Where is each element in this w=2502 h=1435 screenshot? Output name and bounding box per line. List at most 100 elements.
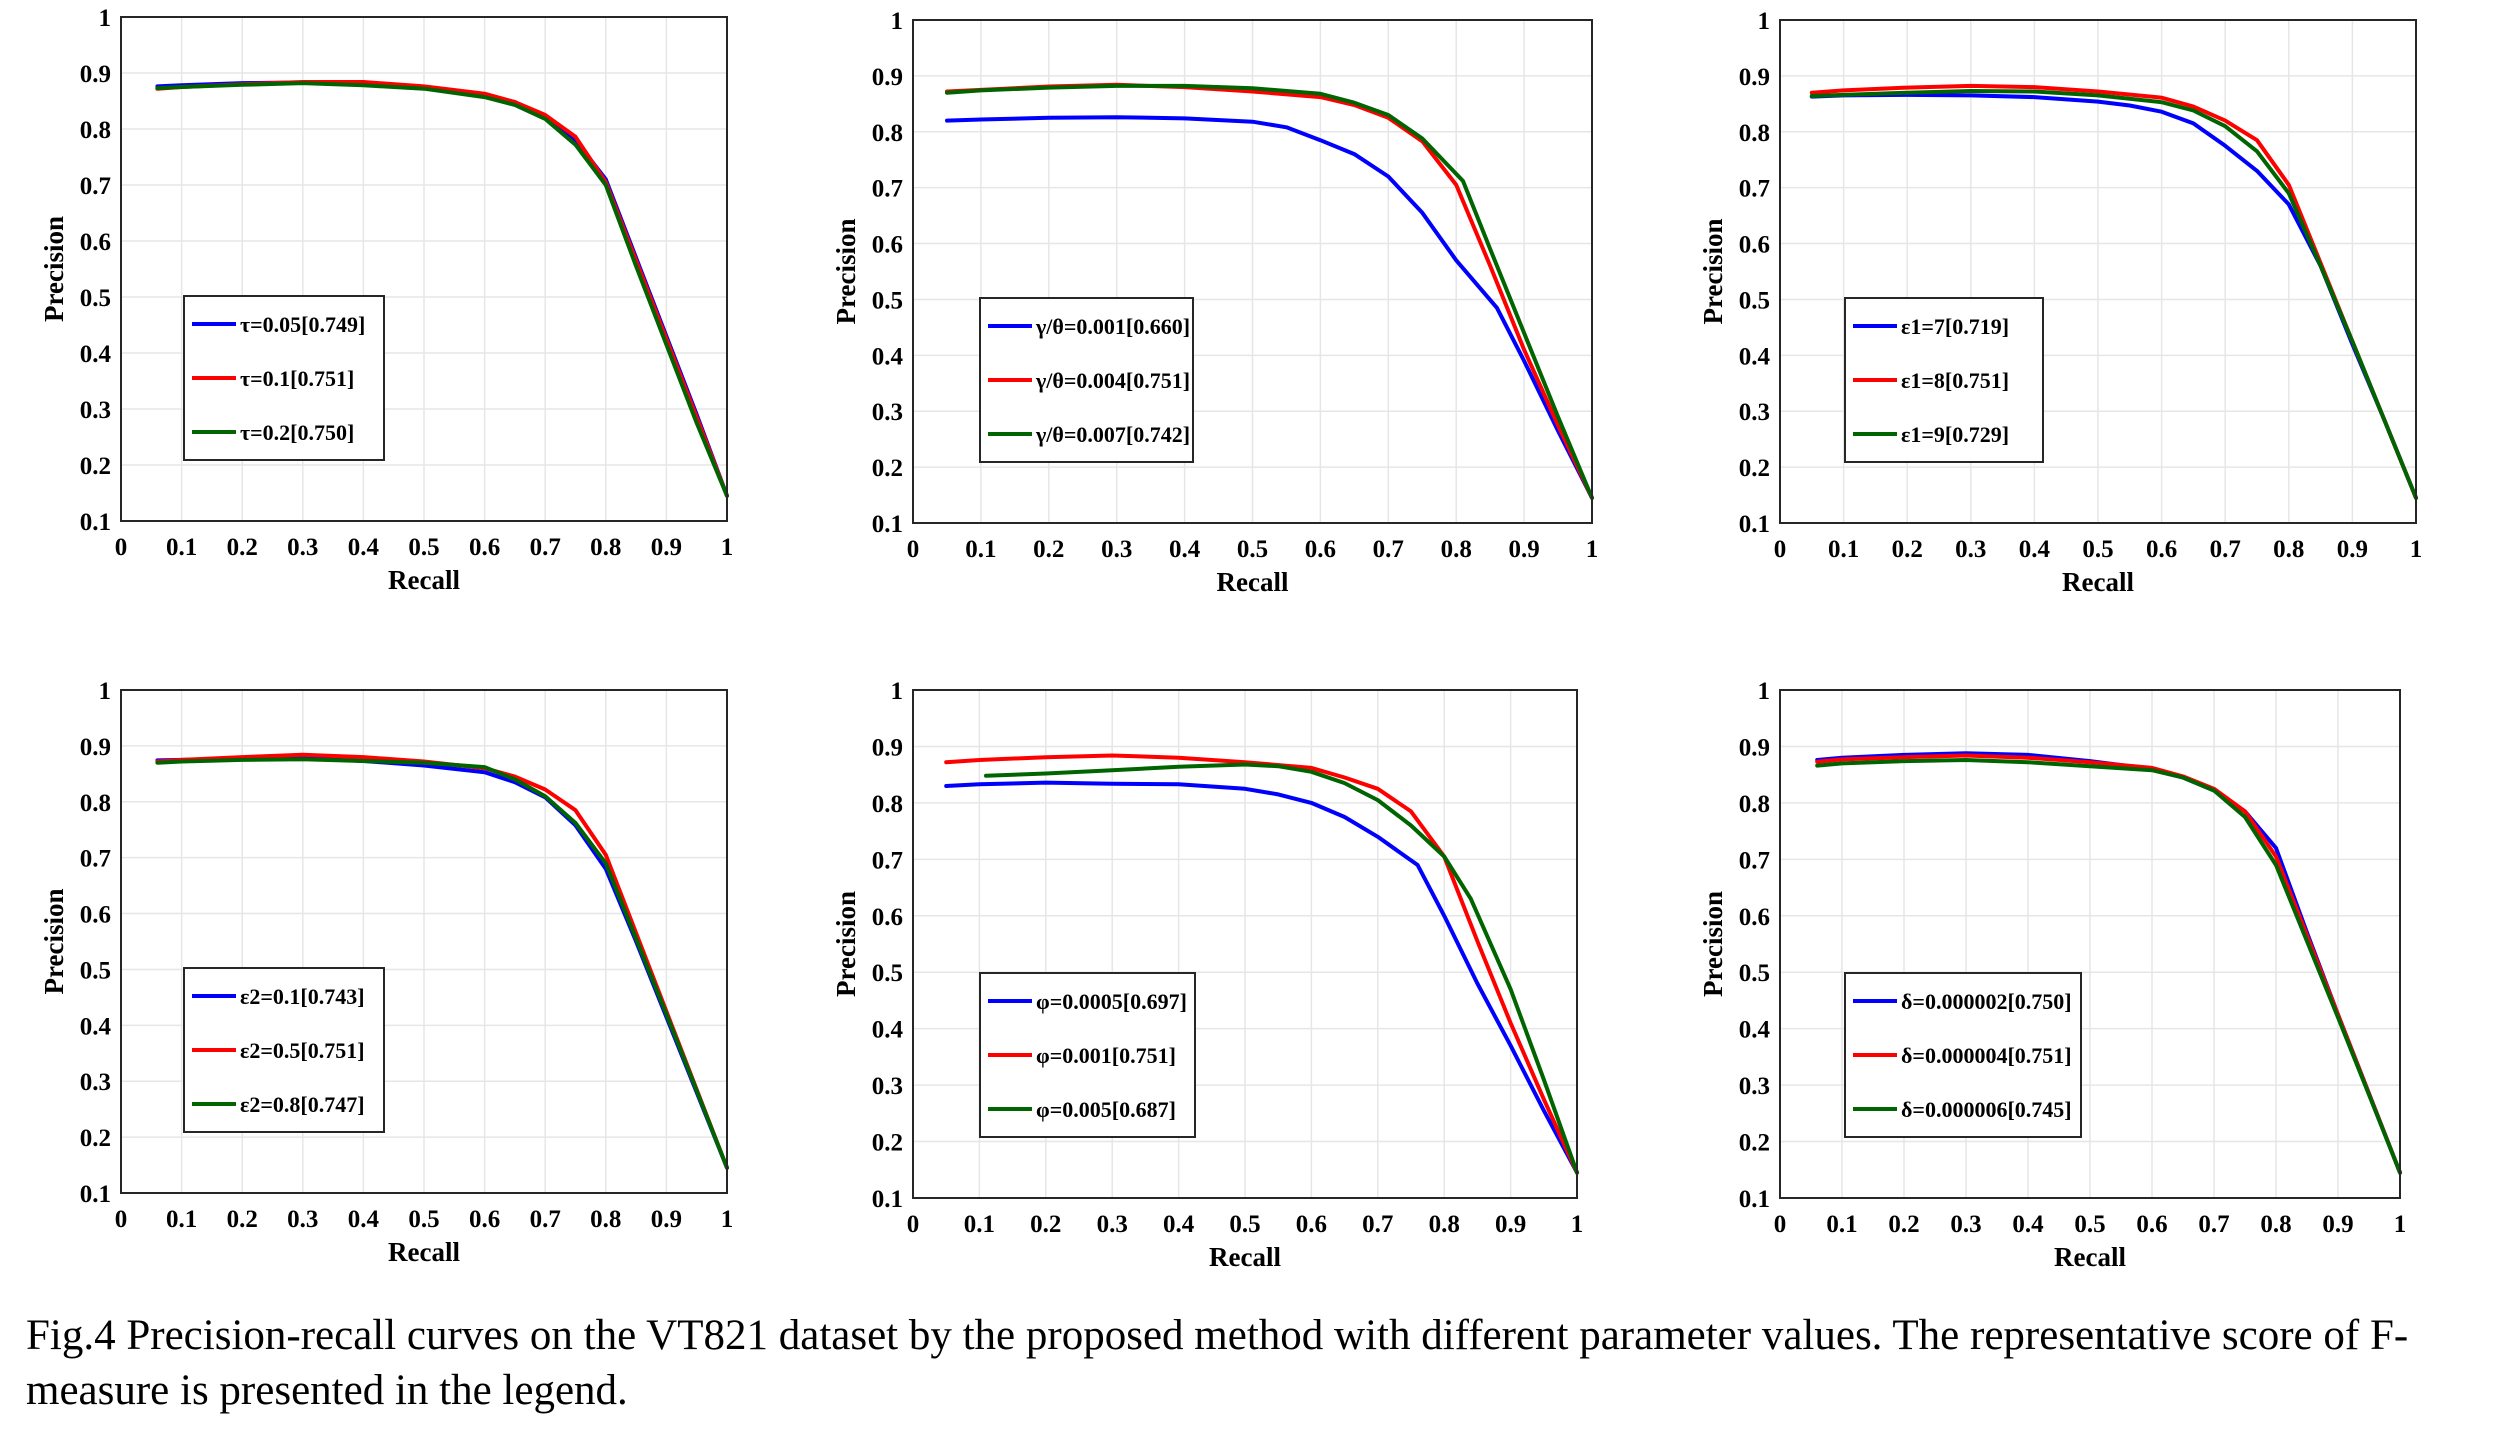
x-tick-label: 0.7 bbox=[2198, 1211, 2229, 1238]
y-tick-label: 0.9 bbox=[872, 64, 903, 91]
x-tick-label: 0.8 bbox=[2273, 536, 2304, 563]
x-tick-label: 1 bbox=[721, 1206, 734, 1233]
legend-label: τ=0.05[0.749] bbox=[240, 312, 365, 337]
y-tick-label: 0.5 bbox=[872, 287, 903, 314]
x-tick-label: 0.8 bbox=[2260, 1211, 2291, 1238]
y-axis-label: Precision bbox=[39, 889, 69, 995]
x-tick-label: 0.9 bbox=[651, 534, 682, 561]
x-tick-label: 0 bbox=[907, 1211, 920, 1238]
x-axis-label: Recall bbox=[388, 1237, 460, 1267]
x-tick-label: 0.1 bbox=[965, 536, 996, 563]
chart-panel-2: 0 0.1 0.2 0.3 0.4 0.5 0.6 0.7 0.8 0.9 10.10.20.30.… bbox=[831, 8, 1598, 597]
y-tick-label: 0.8 bbox=[1739, 791, 1770, 818]
y-tick-label: 0.7 bbox=[1739, 176, 1770, 203]
plot-frame bbox=[120, 689, 728, 1194]
x-tick-label: 1 bbox=[1571, 1211, 1584, 1238]
y-tick-label: 0.1 bbox=[872, 511, 903, 538]
y-tick-label: 0.2 bbox=[872, 1130, 903, 1157]
y-tick-label: 0.2 bbox=[872, 455, 903, 482]
y-tick-label: 0.6 bbox=[80, 902, 111, 929]
x-tick-label: 0.1 bbox=[166, 1206, 197, 1233]
x-tick-label: 0.6 bbox=[469, 1206, 500, 1233]
legend: ε2=0.1[0.743] ε2=0.5[0.751] ε2=0.8[0.747] bbox=[183, 967, 385, 1133]
x-tick-label: 0.3 bbox=[1101, 536, 1132, 563]
y-tick-label: 0.6 bbox=[80, 229, 111, 256]
y-tick-label: 0.5 bbox=[872, 960, 903, 987]
y-tick-label: 0.5 bbox=[1739, 287, 1770, 314]
x-tick-label: 0.6 bbox=[1296, 1211, 1327, 1238]
x-tick-label: 0.2 bbox=[1030, 1211, 1061, 1238]
x-tick-label: 0.6 bbox=[2146, 536, 2177, 563]
x-tick-label: 0 bbox=[1774, 1211, 1787, 1238]
y-tick-label: 0.6 bbox=[1739, 904, 1770, 931]
plot-frame bbox=[120, 16, 728, 522]
y-tick-label: 0.8 bbox=[80, 117, 111, 144]
y-tick-label: 0.3 bbox=[1739, 399, 1770, 426]
x-tick-label: 1 bbox=[721, 534, 734, 561]
y-tick-label: 0.4 bbox=[1739, 1017, 1771, 1044]
y-tick-label: 0.1 bbox=[872, 1186, 903, 1213]
y-tick-label: 0.7 bbox=[1739, 847, 1770, 874]
x-tick-label: 1 bbox=[2394, 1211, 2407, 1238]
y-tick-label: 0.9 bbox=[872, 734, 903, 761]
y-tick-label: 0.4 bbox=[1739, 343, 1771, 370]
x-tick-label: 0.7 bbox=[530, 534, 561, 561]
y-tick-label: 0.8 bbox=[872, 791, 903, 818]
x-tick-label: 0.4 bbox=[2019, 536, 2051, 563]
y-tick-label: 0.1 bbox=[1739, 511, 1770, 538]
y-axis-label: Precision bbox=[1698, 219, 1728, 325]
x-tick-label: 0.9 bbox=[2337, 536, 2368, 563]
legend-label: ε1=8[0.751] bbox=[1901, 368, 2009, 393]
y-tick-label: 0.6 bbox=[1739, 232, 1770, 259]
x-tick-label: 0 bbox=[907, 536, 920, 563]
y-tick-label: 0.2 bbox=[1739, 1130, 1770, 1157]
x-tick-label: 0.1 bbox=[166, 534, 197, 561]
series-line-3 bbox=[945, 83, 1594, 500]
x-tick-label: 0.9 bbox=[1508, 536, 1539, 563]
plot-frame bbox=[1779, 19, 2417, 524]
x-tick-label: 0.4 bbox=[348, 534, 380, 561]
y-tick-label: 0.6 bbox=[872, 904, 903, 931]
y-tick-label: 0.2 bbox=[80, 1125, 111, 1152]
y-tick-label: 0.9 bbox=[80, 61, 111, 88]
x-tick-label: 0.6 bbox=[1305, 536, 1336, 563]
series-line-3 bbox=[155, 81, 729, 498]
series-line-3 bbox=[984, 762, 1579, 1175]
x-tick-label: 0.4 bbox=[1163, 1211, 1195, 1238]
x-tick-label: 0.4 bbox=[348, 1206, 380, 1233]
y-axis-label: Precision bbox=[831, 891, 861, 997]
x-axis-label: Recall bbox=[1209, 1242, 1281, 1272]
legend-label: φ=0.005[0.687] bbox=[1036, 1097, 1176, 1122]
y-tick-label: 0.7 bbox=[80, 173, 111, 200]
y-tick-label: 0.2 bbox=[80, 453, 111, 480]
x-tick-label: 0.9 bbox=[2322, 1211, 2353, 1238]
x-tick-label: 0.7 bbox=[1373, 536, 1404, 563]
x-axis-label: Recall bbox=[2054, 1242, 2126, 1272]
legend-label: τ=0.1[0.751] bbox=[240, 366, 354, 391]
y-tick-label: 0.4 bbox=[872, 1017, 904, 1044]
y-tick-label: 0.5 bbox=[80, 957, 111, 984]
x-tick-label: 0.9 bbox=[651, 1206, 682, 1233]
y-tick-label: 0.3 bbox=[80, 1069, 111, 1096]
x-tick-label: 0.2 bbox=[1892, 536, 1923, 563]
x-tick-label: 0.5 bbox=[1237, 536, 1268, 563]
x-tick-label: 0.3 bbox=[287, 1206, 318, 1233]
x-tick-label: 0.6 bbox=[469, 534, 500, 561]
x-tick-label: 0.2 bbox=[227, 1206, 258, 1233]
legend: δ=0.000002[0.750] δ=0.000004[0.751] δ=0.00… bbox=[1844, 972, 2082, 1138]
x-tick-label: 0.8 bbox=[1429, 1211, 1460, 1238]
x-tick-label: 1 bbox=[2410, 536, 2423, 563]
x-tick-label: 0.8 bbox=[1441, 536, 1472, 563]
x-tick-label: 0 bbox=[1774, 536, 1787, 563]
series-line-2 bbox=[944, 753, 1579, 1175]
x-tick-label: 0.6 bbox=[2136, 1211, 2167, 1238]
legend-label: ε2=0.1[0.743] bbox=[240, 984, 365, 1009]
x-tick-label: 0 bbox=[115, 1206, 128, 1233]
x-tick-label: 0.3 bbox=[1955, 536, 1986, 563]
legend: ε1=7[0.719] ε1=8[0.751] ε1=9[0.729] bbox=[1844, 297, 2044, 463]
y-tick-label: 1 bbox=[891, 678, 904, 705]
x-tick-label: 0.7 bbox=[1362, 1211, 1393, 1238]
x-tick-label: 0.2 bbox=[227, 534, 258, 561]
x-tick-label: 0.9 bbox=[1495, 1211, 1526, 1238]
x-tick-label: 0.5 bbox=[2074, 1211, 2105, 1238]
